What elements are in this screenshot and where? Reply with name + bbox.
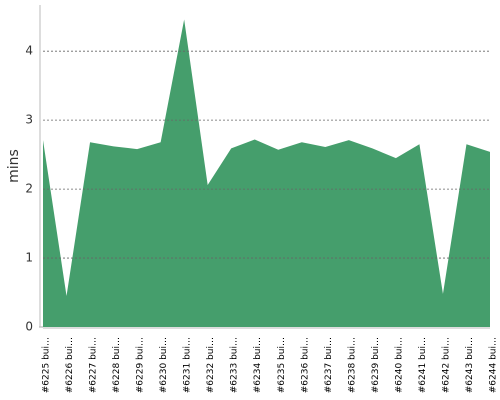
x-tick-label: #6241 bui… <box>418 337 428 393</box>
x-tick-label: #6239 bui… <box>371 337 381 393</box>
x-tick-label: #6235 bui… <box>277 337 287 393</box>
y-axis-label: mins <box>6 149 22 183</box>
x-tick-label: #6236 bui… <box>300 337 310 393</box>
x-tick-label: #6244 bui… <box>489 337 499 393</box>
y-tick-label: 0 <box>25 320 33 334</box>
x-tick-label: #6232 bui… <box>206 337 216 393</box>
y-tick-label: 3 <box>25 113 33 127</box>
x-tick-label: #6242 bui… <box>441 337 451 393</box>
x-tick-label: #6240 bui… <box>394 337 404 393</box>
x-tick-label: #6230 bui… <box>159 337 169 393</box>
x-tick-label: #6225 bui… <box>42 337 52 393</box>
x-tick-label: #6237 bui… <box>324 337 334 393</box>
y-tick-label: 1 <box>25 251 33 265</box>
x-tick-label: #6243 bui… <box>465 337 475 393</box>
x-tick-label: #6228 bui… <box>112 337 122 393</box>
area <box>43 19 490 328</box>
x-tick-label: #6229 bui… <box>136 337 146 393</box>
x-tick-label: #6238 bui… <box>347 337 357 393</box>
x-tick-label: #6233 bui… <box>230 337 240 393</box>
x-tick-label: #6226 bui… <box>65 337 75 393</box>
x-tick-label: #6231 bui… <box>183 337 193 393</box>
y-tick-label: 2 <box>25 182 33 196</box>
y-tick-label: 4 <box>25 44 33 58</box>
x-tick-label: #6227 bui… <box>89 337 99 393</box>
x-tick-label: #6234 bui… <box>253 337 263 393</box>
